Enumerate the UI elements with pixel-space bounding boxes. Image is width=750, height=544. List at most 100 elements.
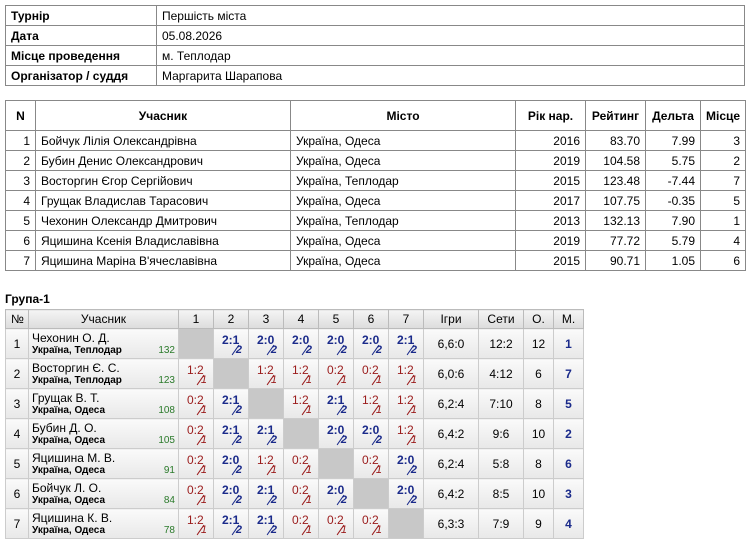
result: 0:2 1 (182, 480, 210, 508)
cell: Україна, Теплодар (290, 210, 516, 231)
row-number: 2 (5, 358, 29, 389)
result-cell: 2:0 2 (248, 328, 284, 359)
info-label: Організатор / суддя (5, 65, 157, 86)
header-cell: М. (553, 309, 584, 329)
group-row: 5 Яцишина М. В. Україна, Одеса 91 0:2 1 2:0 2 1:… (5, 448, 584, 479)
points: 6 (523, 358, 554, 389)
place: 1 (553, 328, 584, 359)
cell: 7.99 (645, 130, 701, 151)
player-name: Грущак В. Т. (32, 390, 100, 405)
match-points: 2 (270, 433, 277, 446)
row-number: 4 (5, 418, 29, 449)
cell: 7 (700, 170, 746, 191)
info-value: Маргарита Шарапова (156, 65, 745, 86)
result: 2:0 2 (322, 420, 350, 448)
result: 0:2 1 (182, 420, 210, 448)
player-name: Яцишина М. В. (32, 450, 116, 465)
player-city: Україна, Одеса (32, 464, 106, 476)
result: 2:0 2 (357, 330, 385, 358)
result-cell: 2:1 2 (248, 418, 284, 449)
group-table: № Учасник 1 2 3 4 5 6 7 Ігри Сети О. М. 1 Чехонин О. Д… (5, 309, 584, 539)
player-info: Україна, Теплодар 123 (32, 375, 175, 387)
set-score: 1:2 (187, 362, 204, 377)
player-city: Україна, Теплодар (32, 344, 122, 356)
player-city: Україна, Теплодар (32, 374, 122, 386)
result: 1:2 1 (252, 360, 280, 388)
match-points: 2 (410, 493, 417, 506)
player-rating: 132 (158, 344, 175, 356)
place: 4 (553, 508, 584, 539)
result-cell (388, 508, 424, 539)
player-name: Яцишина К. В. (32, 510, 113, 525)
result-cell: 2:0 2 (318, 328, 354, 359)
result-cell: 2:0 2 (213, 478, 249, 509)
set-score: 2:0 (327, 422, 345, 437)
header-cell: Учасник (28, 309, 179, 329)
set-score: 2:1 (222, 332, 240, 347)
result-cell: 2:1 2 (388, 328, 424, 359)
info-value: Першість міста (156, 5, 745, 26)
header-cell: 6 (353, 309, 389, 329)
group-row: 7 Яцишина К. В. Україна, Одеса 78 1:2 1 2:1 2 2:… (5, 508, 584, 539)
result-cell: 2:1 2 (248, 508, 284, 539)
player-rating: 91 (163, 464, 175, 476)
place: 2 (553, 418, 584, 449)
set-score: 1:2 (397, 422, 414, 437)
header-cell: Учасник (35, 100, 291, 131)
match-points: 1 (410, 373, 417, 386)
points: 10 (523, 478, 554, 509)
result-cell: 2:1 2 (213, 328, 249, 359)
participant-row: 1 Бойчук Лілія Олександрівна Україна, Одес… (5, 130, 746, 151)
group-row: 2 Восторгин Є. С. Україна, Теплодар 123 1:2 1… (5, 358, 584, 389)
set-score: 2:1 (397, 332, 415, 347)
set-score: 0:2 (187, 452, 204, 467)
sets: 12:2 (478, 328, 524, 359)
match-points: 1 (200, 373, 207, 386)
match-points: 1 (200, 403, 207, 416)
cell: 5 (700, 190, 746, 211)
set-score: 0:2 (327, 512, 344, 527)
result: 2:1 2 (217, 390, 245, 418)
cell: -0.35 (645, 190, 701, 211)
result: 1:2 1 (252, 450, 280, 478)
cell: 2 (5, 150, 36, 171)
group-row: 1 Чехонин О. Д. Україна, Теплодар 132 2:1 2 2:… (5, 328, 584, 359)
header-cell: 1 (178, 309, 214, 329)
cell: Бойчук Лілія Олександрівна (35, 130, 291, 151)
player-rating: 105 (158, 434, 175, 446)
participant-row: 5 Чехонин Олександр Дмитрович Україна, Теп… (5, 210, 746, 231)
place: 7 (553, 358, 584, 389)
sets: 4:12 (478, 358, 524, 389)
result-cell (248, 388, 284, 419)
cell: Яцишина Ксенія Владиславівна (35, 230, 291, 251)
match-points: 1 (200, 463, 207, 476)
result: 1:2 1 (287, 390, 315, 418)
player-cell: Бойчук Л. О. Україна, Одеса 84 (28, 478, 179, 509)
match-points: 1 (375, 523, 382, 536)
cell: Восторгин Єгор Сергійович (35, 170, 291, 191)
match-points: 1 (305, 463, 312, 476)
set-score: 2:1 (257, 512, 275, 527)
player-cell: Грущак В. Т. Україна, Одеса 108 (28, 388, 179, 419)
result-cell: 2:0 2 (318, 478, 354, 509)
result: 2:1 2 (217, 420, 245, 448)
player-name: Бубин Д. О. (32, 420, 97, 435)
cell: 2 (700, 150, 746, 171)
result: 0:2 1 (322, 360, 350, 388)
cell: 3 (700, 130, 746, 151)
result: 1:2 1 (182, 510, 210, 538)
sets: 5:8 (478, 448, 524, 479)
result: 2:1 2 (252, 420, 280, 448)
cell: 3 (5, 170, 36, 191)
match-points: 2 (340, 403, 347, 416)
result-cell (213, 358, 249, 389)
result: 1:2 1 (357, 390, 385, 418)
header-cell: Місце (700, 100, 746, 131)
info-value: м. Теплодар (156, 45, 745, 66)
info-label: Дата (5, 25, 157, 46)
points: 8 (523, 388, 554, 419)
player-city: Україна, Одеса (32, 434, 106, 446)
points: 12 (523, 328, 554, 359)
header-cell: 4 (283, 309, 319, 329)
match-points: 2 (410, 463, 417, 476)
